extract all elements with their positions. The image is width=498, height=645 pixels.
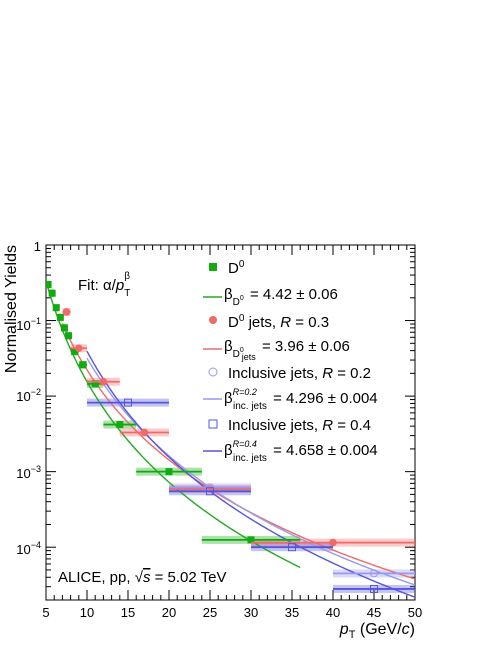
legend-entry-fit-inc-r02: βR=0.2 inc. jets = 4.296 ± 0.004 bbox=[224, 387, 378, 412]
x-tick-label: 30 bbox=[244, 605, 258, 620]
x-tick-label: 15 bbox=[121, 605, 135, 620]
data-point-square bbox=[165, 468, 173, 476]
x-tick-label: 10 bbox=[80, 605, 94, 620]
legend-marker-inc-r04 bbox=[208, 419, 218, 429]
y-tick-label: 1 bbox=[34, 239, 41, 254]
data-points bbox=[46, 281, 415, 593]
x-tick-label: 35 bbox=[285, 605, 299, 620]
x-tick-label: 45 bbox=[367, 605, 381, 620]
legend-marker-inc-r02 bbox=[208, 367, 218, 377]
legend-marker-d0 bbox=[209, 263, 217, 271]
y-tick-labels: 1 10−1 10−2 10−3 10−4 bbox=[16, 239, 41, 557]
data-point-square bbox=[65, 332, 73, 340]
legend-entry-d0-jets: D0 jets, R = 0.3 bbox=[228, 313, 329, 331]
data-point-circle bbox=[99, 377, 108, 386]
legend-marker-d0-jets bbox=[209, 316, 217, 324]
collision-label: ALICE, pp, √s = 5.02 TeV bbox=[58, 569, 227, 586]
data-point-square bbox=[79, 361, 87, 369]
y-tick-label: 10−1 bbox=[16, 316, 41, 333]
data-point-square bbox=[116, 421, 124, 429]
y-tick-label: 10−2 bbox=[16, 387, 41, 404]
data-point-circle bbox=[62, 308, 71, 316]
y-tick-label: 10−4 bbox=[16, 540, 41, 557]
data-point-open-circle bbox=[370, 569, 378, 578]
data-point-open-square bbox=[370, 584, 378, 593]
data-point-square bbox=[71, 347, 79, 355]
legend-entry-fit-inc-r04: βR=0.4 inc. jets = 4.658 ± 0.004 bbox=[224, 439, 378, 464]
fit-curve-3 bbox=[86, 350, 415, 598]
axis-ticks bbox=[45, 244, 416, 601]
x-tick-label: 5 bbox=[42, 605, 49, 620]
x-tick-label: 50 bbox=[408, 605, 422, 620]
data-point-square bbox=[91, 380, 99, 388]
data-point-circle bbox=[75, 344, 83, 353]
data-point-square bbox=[52, 304, 60, 312]
data-point-square bbox=[48, 289, 56, 297]
data-point-open-square bbox=[288, 543, 296, 552]
legend-entry-fit-d0-jets: βD0 jets = 3.96 ± 0.06 bbox=[224, 338, 350, 362]
fit-formula-label: Fit: α/pTβ bbox=[78, 271, 130, 299]
data-point-square bbox=[46, 281, 52, 289]
data-point-square bbox=[247, 536, 255, 544]
y-tick-label: 10−3 bbox=[16, 464, 41, 481]
x-tick-label: 40 bbox=[326, 605, 340, 620]
data-point-square bbox=[56, 313, 64, 321]
x-tick-labels: 5 10 15 20 25 30 35 40 45 50 bbox=[42, 605, 422, 620]
x-axis-title: pT (GeV/c) bbox=[339, 621, 415, 641]
legend-entry-inc-r04: Inclusive jets, R = 0.4 bbox=[228, 417, 371, 434]
data-point-open-square bbox=[206, 487, 214, 496]
data-point-open-square bbox=[124, 398, 132, 407]
plot-frame bbox=[45, 244, 416, 601]
legend-entry-inc-r02: Inclusive jets, R = 0.2 bbox=[228, 365, 371, 382]
x-tick-label: 25 bbox=[203, 605, 217, 620]
y-axis-title: Normalised Yields bbox=[3, 245, 20, 373]
data-point-circle bbox=[329, 538, 337, 547]
legend: D0 βD0 = 4.42 ± 0.06 D0 jets, R = 0.3 βD… bbox=[203, 259, 378, 464]
legend-entry-d0: D0 bbox=[228, 259, 245, 277]
data-point-square bbox=[60, 324, 68, 332]
x-tick-label: 20 bbox=[162, 605, 176, 620]
legend-entry-fit-d0: βD0 = 4.42 ± 0.06 bbox=[224, 286, 338, 308]
data-point-circle bbox=[140, 428, 149, 437]
